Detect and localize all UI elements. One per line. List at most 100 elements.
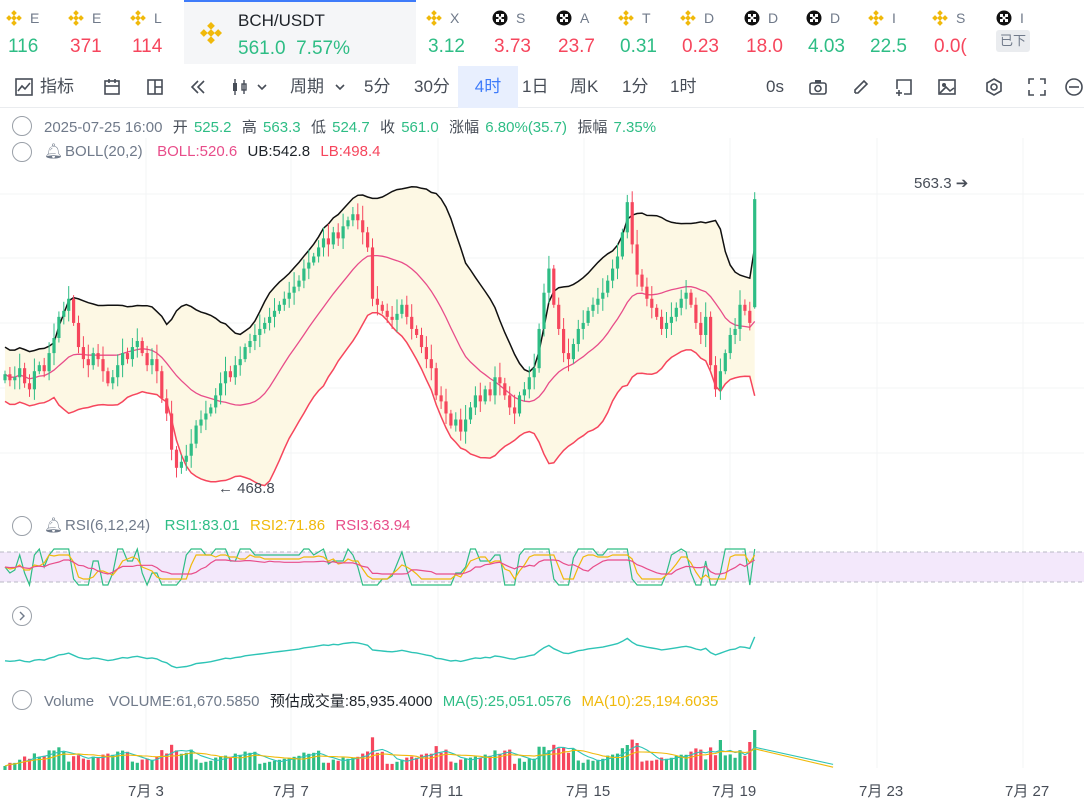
candle [620,232,624,257]
volume-bar [733,757,737,770]
candle [165,398,169,414]
calendar-icon[interactable] [102,77,122,97]
interval-tab[interactable]: 周K [570,77,599,96]
volume-bar [307,753,311,770]
collapse-toggle-icon[interactable] [12,690,32,710]
ticker-badge[interactable]: 已下 [996,30,1030,52]
candle [444,401,448,414]
volume-bar [282,758,286,770]
candle [351,214,355,221]
volume-bar [140,759,144,770]
layout-icon[interactable] [145,77,165,97]
volume-bar [351,757,355,770]
collapse-toggle-icon[interactable] [12,116,32,136]
bnb-icon [68,10,84,26]
expand-indicator-icon[interactable] [12,606,32,626]
volume-bar [214,757,218,770]
volume-bar [263,762,267,770]
interval-tab[interactable]: 4时 [458,66,518,108]
active-ticker[interactable]: BCH/USDT 561.0 7.57% [184,0,416,64]
volume-bar [228,756,232,770]
volume-bar [150,759,154,770]
volume-bar [738,750,742,770]
ohlc-change: 6.80%(35.7) [485,119,567,136]
replay-icon[interactable] [188,77,208,97]
volume-bar [611,754,615,770]
interval-tab[interactable]: 1日 [522,77,549,96]
volume-bar [508,749,512,770]
volume-bar [635,743,639,770]
volume-bar [179,753,183,770]
chevron-down-icon[interactable] [256,77,268,97]
candle [160,371,164,399]
chart-area[interactable]: 2025-07-25 16:00 开 525.2 高 563.3 低 524.7… [0,108,1084,810]
minimize-icon[interactable] [1064,77,1084,97]
ohlc-legend: 2025-07-25 16:00 开 525.2 高 563.3 低 524.7… [44,116,658,137]
volume-ma5-line [4,745,834,767]
chevron-down-icon[interactable] [334,77,346,97]
image-icon[interactable] [937,77,957,97]
fullscreen-icon[interactable] [1027,77,1047,97]
interval-tab[interactable]: 5分 [364,77,391,96]
candle [517,395,522,414]
interval-tab[interactable]: 1时 [670,77,697,96]
volume-bar [209,760,213,770]
candle [601,292,605,299]
x-tick-label: 7月 11 [420,783,464,800]
camera-icon[interactable] [808,77,828,97]
volume-bar [23,756,27,770]
volume-bar [317,750,321,770]
interval-tab[interactable]: 1分 [622,77,649,96]
candle [150,359,154,366]
settings-icon[interactable] [984,77,1004,97]
candle [32,371,36,390]
volume-bar [410,756,414,770]
x-tick-label: 7月 23 [859,783,904,800]
collapse-toggle-icon[interactable] [12,516,32,536]
indicators-button[interactable]: 指标 [40,77,74,96]
ticker-name: A [580,10,590,26]
candle [395,313,399,320]
volume-bar [18,759,22,770]
volume-bar [468,757,473,770]
volume-bar [552,744,556,770]
candle [733,328,737,335]
candle [645,286,649,299]
ticker-name: D [768,10,779,26]
candle [106,371,110,384]
add-note-icon[interactable] [894,77,914,97]
volume-bar [27,758,32,770]
volume-bar [586,759,590,770]
candle [586,310,590,323]
volume-bar [57,747,61,770]
candle [238,359,242,366]
ticker-price: 3.12 [428,36,465,57]
volume-bar [125,751,130,770]
chart-canvas[interactable] [0,108,1084,810]
candle [189,443,193,456]
collapse-toggle-icon[interactable] [12,142,32,162]
low-annotation: ← 468.8 [218,480,275,497]
volume-bar [537,746,541,770]
volume-bar [331,759,335,770]
candle [341,226,345,239]
boll-lb: LB:498.4 [320,143,381,160]
bell-icon[interactable]: 🔔︎ [44,517,64,534]
candle [361,220,365,233]
candle [62,310,66,317]
pencil-icon[interactable] [851,77,871,97]
candle [23,368,27,384]
candle [346,220,350,227]
ticker-price: 116 [8,36,39,57]
bell-icon[interactable]: 🔔︎ [44,143,64,160]
boll-mid: BOLL:520.6 [157,143,238,160]
volume-bar [709,747,713,770]
volume-bar [473,756,477,770]
candle [258,328,262,335]
ticker-price: 0.31 [620,36,657,57]
candle [81,347,85,360]
period-button[interactable]: 周期 [290,77,324,96]
interval-tab[interactable]: 30分 [414,77,450,96]
volume-bar [405,757,409,770]
candle-style-icon[interactable] [230,77,250,97]
